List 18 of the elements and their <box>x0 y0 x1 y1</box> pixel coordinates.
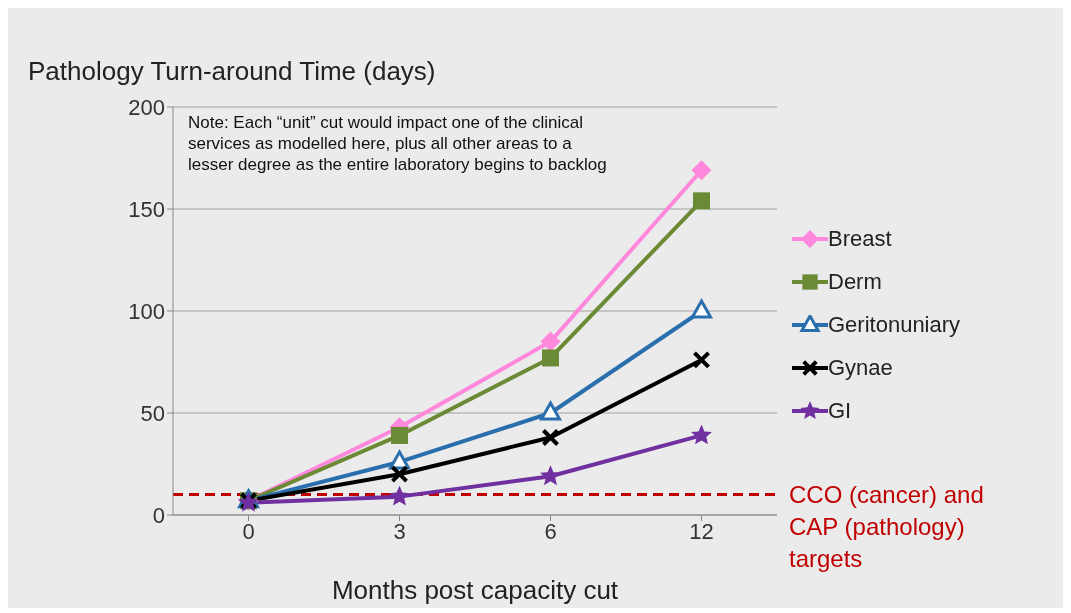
x-tick-label: 6 <box>544 518 557 544</box>
y-tick-label: 0 <box>152 502 165 528</box>
x-tick-label: 12 <box>689 518 714 544</box>
ref-line-label: CCO (cancer) and CAP (pathology) targets <box>789 479 985 574</box>
legend-label: Gynae <box>828 354 893 381</box>
y-tick-label: 50 <box>140 400 165 426</box>
y-axis-title: Pathology Turn-around Time (days) <box>28 56 436 87</box>
x-tick-label: 0 <box>242 518 255 544</box>
y-tick-label: 100 <box>128 298 165 324</box>
legend-label: GI <box>828 397 852 424</box>
legend-label: Derm <box>828 268 882 295</box>
y-tick-label: 150 <box>128 196 165 222</box>
y-tick-label: 200 <box>128 94 165 120</box>
x-axis-title: Months post capacity cut <box>331 575 619 605</box>
annotation: Note: Each “unit” cut would impact one of the clinical services as modelled here, plus all other areas to a lesser degree as the entire laboratory begins to backlog <box>188 112 608 175</box>
x-tick-label: 3 <box>393 518 406 544</box>
legend-label: Geritonuniary <box>828 311 961 338</box>
legend-label: Breast <box>828 225 892 252</box>
